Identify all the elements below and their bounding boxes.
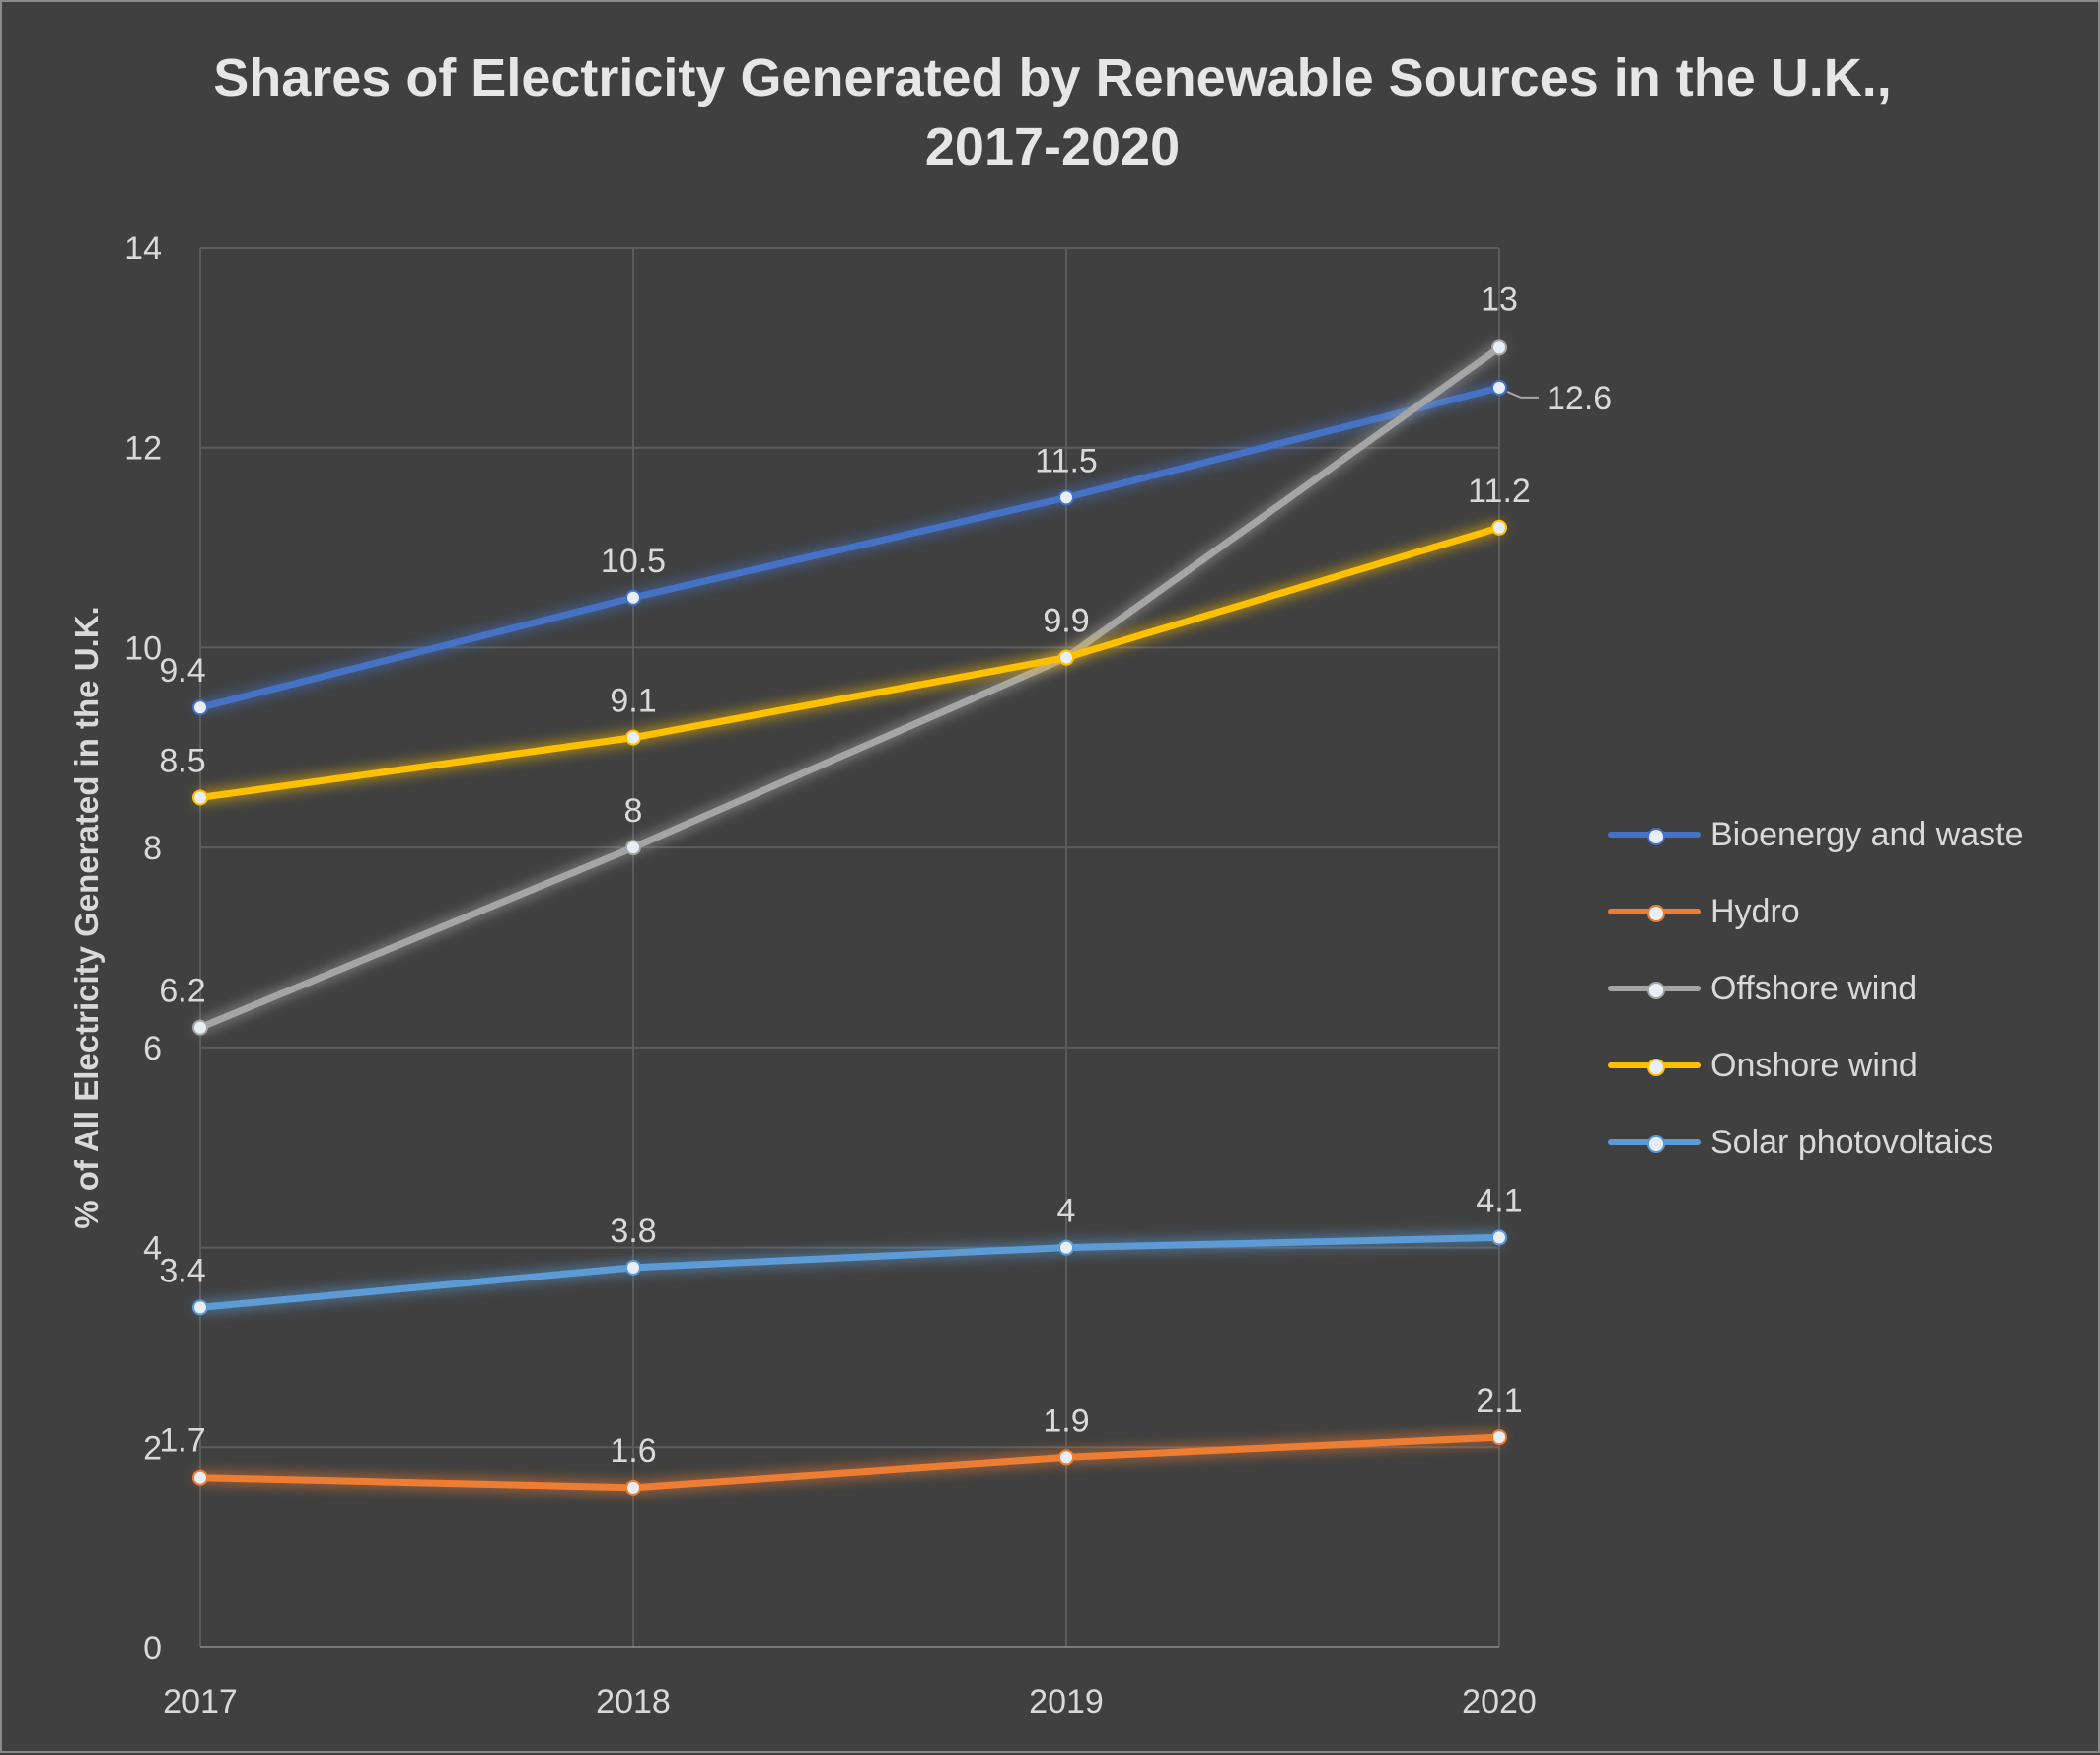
data-point xyxy=(625,1259,641,1276)
legend-swatch xyxy=(1608,1135,1701,1153)
series-line xyxy=(196,1233,1503,1311)
x-tick-label: 2020 xyxy=(1462,1683,1537,1720)
data-label: 2.1 xyxy=(1476,1382,1522,1420)
data-point xyxy=(625,840,641,856)
data-point xyxy=(1491,1429,1507,1446)
data-point xyxy=(192,699,208,716)
legend-marker xyxy=(1647,982,1665,999)
data-point xyxy=(1058,1449,1074,1466)
y-tick-label: 0 xyxy=(143,1630,162,1667)
chart-title: Shares of Electricity Generated by Renew… xyxy=(213,48,1892,177)
data-point xyxy=(192,1019,208,1036)
data-point xyxy=(1058,1239,1074,1256)
legend-swatch xyxy=(1608,828,1701,845)
legend: Bioenergy and waste Hydro Offshore wind Ons… xyxy=(1608,796,2024,1181)
data-label: 4.1 xyxy=(1476,1182,1522,1219)
y-tick-label: 10 xyxy=(124,629,162,667)
data-label: 9.1 xyxy=(610,683,656,720)
legend-marker xyxy=(1647,1135,1665,1153)
legend-label: Hydro xyxy=(1710,892,1800,930)
legend-label: Offshore wind xyxy=(1710,969,1918,1007)
data-label: 1.7 xyxy=(159,1423,205,1460)
legend-marker xyxy=(1647,828,1665,845)
data-point xyxy=(1058,489,1074,506)
data-label: 13 xyxy=(1481,280,1518,318)
data-label: 9.9 xyxy=(1043,603,1089,640)
data-label: 4 xyxy=(1057,1193,1076,1230)
legend-label: Solar photovoltaics xyxy=(1710,1123,1994,1161)
series-line xyxy=(196,1433,1503,1492)
data-label: 1.9 xyxy=(1043,1402,1089,1439)
legend-label: Onshore wind xyxy=(1710,1046,1918,1084)
legend-swatch xyxy=(1608,1059,1701,1076)
data-point xyxy=(1491,519,1507,536)
data-label: 12.6 xyxy=(1547,380,1612,417)
series-line xyxy=(196,384,1503,711)
data-point xyxy=(1058,649,1074,666)
y-tick-label: 6 xyxy=(143,1030,162,1067)
data-point xyxy=(1491,1229,1507,1246)
data-point xyxy=(1491,339,1507,356)
legend-item: Bioenergy and waste xyxy=(1608,796,2024,873)
series-line xyxy=(196,343,1503,1032)
legend-item: Hydro xyxy=(1608,873,2024,950)
legend-swatch xyxy=(1608,905,1701,922)
data-label: 9.4 xyxy=(159,652,205,690)
data-point xyxy=(192,1299,208,1316)
legend-item: Solar photovoltaics xyxy=(1608,1104,2024,1181)
x-tick-label: 2018 xyxy=(596,1683,671,1720)
legend-label: Bioenergy and waste xyxy=(1710,815,2024,853)
data-label: 3.8 xyxy=(610,1212,656,1250)
data-point xyxy=(625,1479,641,1496)
data-point xyxy=(1491,379,1507,396)
data-label: 8 xyxy=(624,792,643,830)
data-label: 8.5 xyxy=(159,742,205,779)
data-point xyxy=(192,1469,208,1486)
legend-item: Offshore wind xyxy=(1608,950,2024,1027)
legend-marker xyxy=(1647,905,1665,922)
data-point xyxy=(625,589,641,606)
leader-line xyxy=(1506,390,1539,399)
y-tick-label: 12 xyxy=(124,430,162,468)
x-tick-label: 2019 xyxy=(1029,1683,1104,1720)
y-tick-label: 8 xyxy=(143,830,162,867)
y-tick-label: 4 xyxy=(143,1230,162,1268)
legend-item: Onshore wind xyxy=(1608,1027,2024,1104)
x-tick-label: 2017 xyxy=(163,1683,238,1720)
data-label: 9.9 xyxy=(1043,603,1089,640)
y-tick-label: 14 xyxy=(124,230,162,267)
data-label: 11.5 xyxy=(1035,442,1098,479)
data-label: 10.5 xyxy=(601,543,666,580)
data-point xyxy=(625,729,641,746)
series-line xyxy=(196,524,1503,801)
y-tick-label: 2 xyxy=(143,1429,162,1467)
legend-marker xyxy=(1647,1059,1665,1076)
data-label: 11.2 xyxy=(1468,473,1531,510)
legend-swatch xyxy=(1608,982,1701,999)
data-point xyxy=(192,789,208,806)
data-label: 1.6 xyxy=(610,1432,656,1470)
data-label: 6.2 xyxy=(159,973,205,1010)
data-label: 3.4 xyxy=(159,1252,205,1289)
